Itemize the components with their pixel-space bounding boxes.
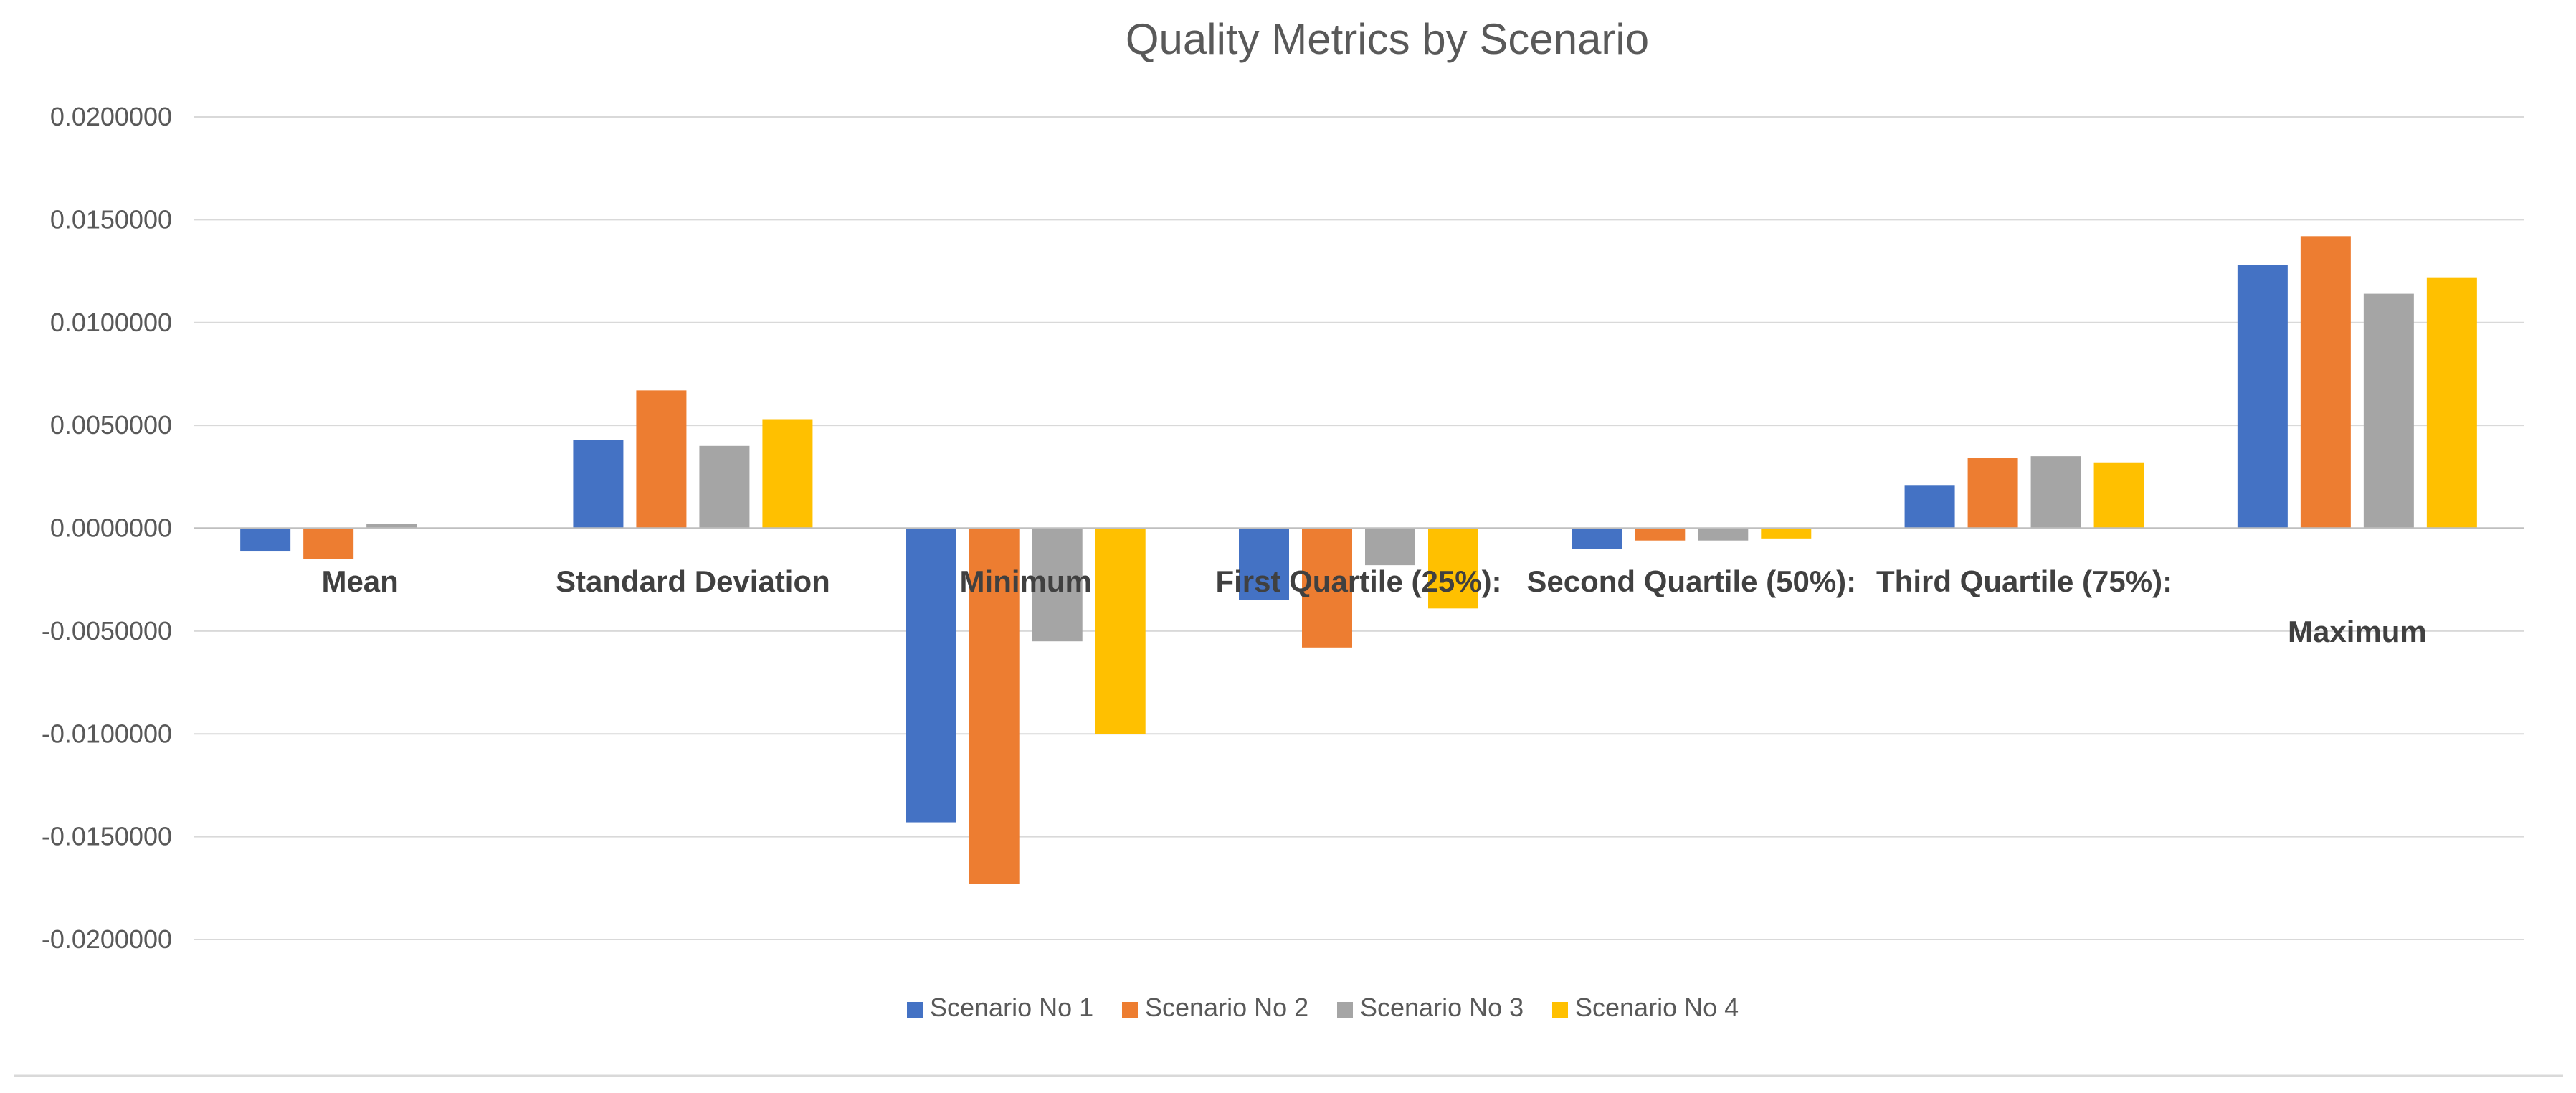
bar-minimum-scenario-no-1 <box>906 528 956 823</box>
bar-maximum-scenario-no-3 <box>2363 293 2414 529</box>
category-label-first-quartile-25: First Quartile (25%): <box>1215 564 1501 598</box>
legend-label-scenario-no-2: Scenario No 2 <box>1145 993 1308 1022</box>
bar-first-quartile-25-scenario-no-3 <box>1365 528 1415 566</box>
y-tick-label: 0.0200000 <box>50 102 172 131</box>
category-label-mean: Mean <box>321 564 398 598</box>
bar-standard-deviation-scenario-no-1 <box>573 440 624 529</box>
bar-third-quartile-75-scenario-no-3 <box>2030 456 2081 529</box>
legend-swatch-scenario-no-2 <box>1122 1002 1138 1018</box>
bar-second-quartile-50-scenario-no-1 <box>1572 528 1622 549</box>
category-label-second-quartile-50: Second Quartile (50%): <box>1526 564 1856 598</box>
y-tick-label: 0.0150000 <box>50 204 172 234</box>
bars <box>240 236 2477 884</box>
legend-swatch-scenario-no-3 <box>1337 1002 1353 1018</box>
bar-third-quartile-75-scenario-no-2 <box>1967 458 2018 529</box>
bar-standard-deviation-scenario-no-4 <box>762 419 813 529</box>
bar-standard-deviation-scenario-no-2 <box>636 390 687 529</box>
bar-mean-scenario-no-2 <box>303 528 354 559</box>
bar-second-quartile-50-scenario-no-4 <box>1761 528 1812 539</box>
bar-second-quartile-50-scenario-no-2 <box>1635 528 1686 541</box>
legend-label-scenario-no-3: Scenario No 3 <box>1360 993 1524 1022</box>
bar-mean-scenario-no-1 <box>240 528 291 552</box>
y-tick-label: -0.0100000 <box>42 719 172 748</box>
bar-third-quartile-75-scenario-no-1 <box>1904 485 1955 529</box>
bar-maximum-scenario-no-1 <box>2237 265 2288 529</box>
bar-maximum-scenario-no-2 <box>2300 236 2351 529</box>
legend-swatch-scenario-no-4 <box>1552 1002 1568 1018</box>
legend-swatch-scenario-no-1 <box>907 1002 923 1018</box>
bar-first-quartile-25-scenario-no-2 <box>1302 528 1352 648</box>
bar-first-quartile-25-scenario-no-4 <box>1428 528 1478 609</box>
y-tick-label: 0.0100000 <box>50 308 172 337</box>
bar-second-quartile-50-scenario-no-3 <box>1698 528 1749 541</box>
bar-mean-scenario-no-3 <box>366 524 417 529</box>
y-tick-label: 0.0000000 <box>50 514 172 543</box>
category-labels: Mean Standard Deviation Minimum First Quart… <box>321 564 2426 648</box>
legend-label-scenario-no-1: Scenario No 1 <box>930 993 1093 1022</box>
bar-third-quartile-75-scenario-no-4 <box>2093 462 2144 529</box>
chart-title: Quality Metrics by Scenario <box>1126 15 1649 63</box>
bar-first-quartile-25-scenario-no-1 <box>1239 528 1289 600</box>
category-label-minimum: Minimum <box>960 564 1092 598</box>
y-axis-ticks: 0.0200000 0.0150000 0.0100000 0.0050000 0.00… <box>42 102 172 954</box>
y-tick-label: -0.0150000 <box>42 822 172 851</box>
y-tick-label: -0.0050000 <box>42 616 172 645</box>
bar-minimum-scenario-no-2 <box>969 528 1020 884</box>
bar-maximum-scenario-no-4 <box>2426 277 2477 529</box>
gridlines <box>194 116 2524 940</box>
y-tick-label: 0.0050000 <box>50 410 172 440</box>
legend: Scenario No 1 Scenario No 2 Scenario No 3 S… <box>907 993 1739 1022</box>
legend-label-scenario-no-4: Scenario No 4 <box>1575 993 1739 1022</box>
category-label-maximum: Maximum <box>2288 615 2427 648</box>
category-label-third-quartile-75: Third Quartile (75%): <box>1876 564 2172 598</box>
bar-standard-deviation-scenario-no-3 <box>699 445 750 529</box>
y-tick-label: -0.0200000 <box>42 924 172 954</box>
bar-minimum-scenario-no-3 <box>1032 528 1083 642</box>
bar-minimum-scenario-no-4 <box>1095 528 1146 734</box>
category-label-standard-deviation: Standard Deviation <box>556 564 830 598</box>
